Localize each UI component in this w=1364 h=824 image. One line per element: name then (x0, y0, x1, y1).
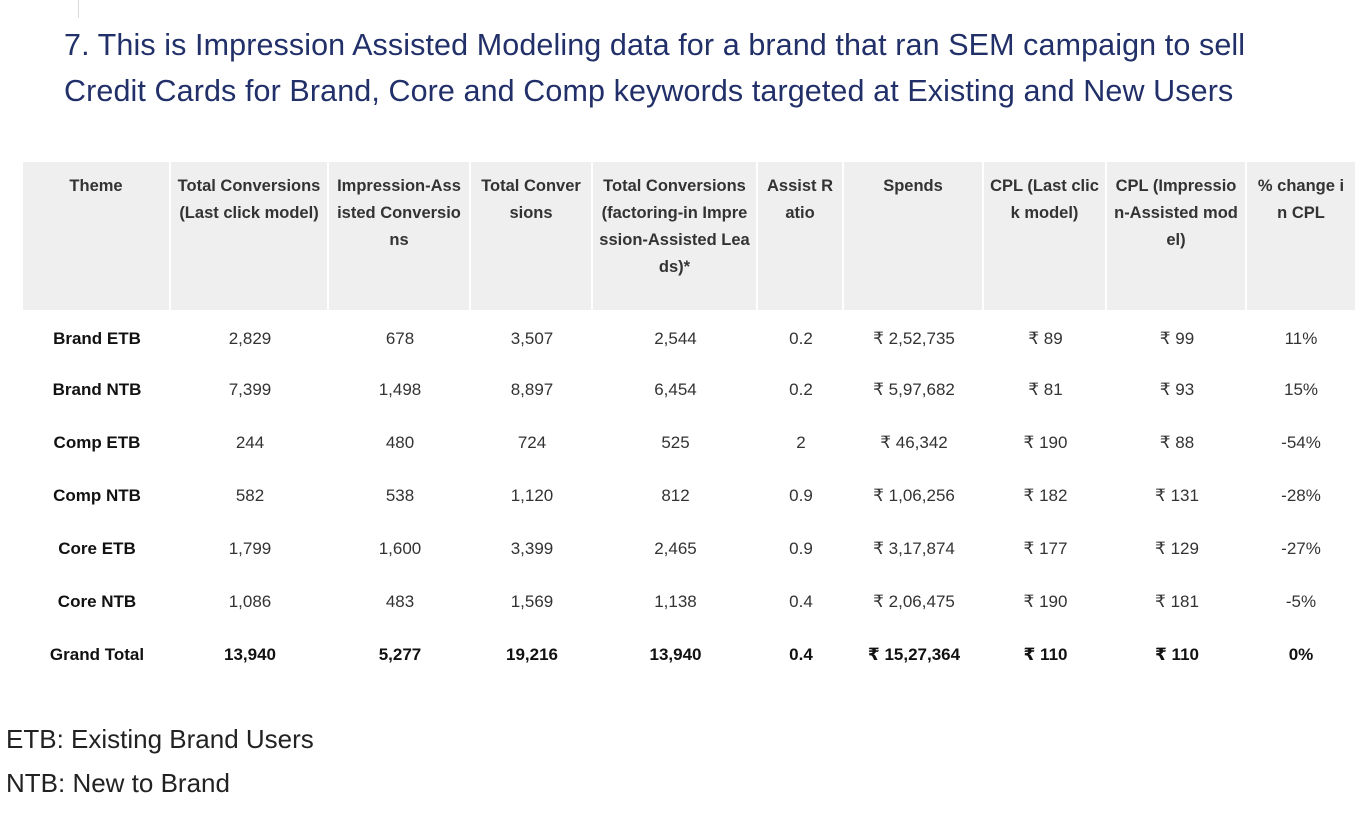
cell: ₹ 110 (1155, 644, 1199, 664)
cell: ₹ 177 (1023, 538, 1068, 558)
cell: ₹ 99 (1159, 328, 1195, 348)
cell: -54% (1281, 432, 1321, 452)
cell: 0.2 (789, 328, 813, 348)
cell: 5,277 (378, 644, 422, 664)
cell: ₹ 129 (1155, 538, 1199, 558)
cell: ₹ 190 (1023, 432, 1068, 452)
cell: -28% (1281, 485, 1321, 505)
cell-theme: Brand NTB (52, 379, 142, 399)
cell: ₹ 3,17,874 (873, 538, 955, 558)
col-header-total-conversions-last-click: Total Conversions (Last click model) (171, 162, 329, 310)
cell: 13,940 (224, 644, 276, 664)
cell: 0% (1288, 644, 1314, 664)
cell: 1,799 (228, 538, 272, 558)
table-header-row: Theme Total Conversions (Last click mode… (23, 162, 1355, 310)
cell: ₹ 88 (1159, 432, 1195, 452)
cell: 678 (385, 328, 415, 348)
legend-ntb: NTB: New to Brand (6, 768, 230, 798)
heading-line-1: 7. This is Impression Assisted Modeling … (64, 28, 1246, 62)
cell-theme: Comp ETB (53, 432, 141, 452)
cell: 538 (385, 485, 415, 505)
col-header-cpl-last-click: CPL (Last click model) (984, 162, 1107, 310)
cell: 0.9 (789, 538, 813, 558)
cell: -27% (1281, 538, 1321, 558)
table-row: Brand ETB 2,829 678 3,507 2,544 0.2 ₹ 2,… (23, 310, 1355, 363)
cell: ₹ 15,27,364 (867, 644, 961, 664)
cell: 2,829 (228, 328, 272, 348)
cell: 19,216 (506, 644, 558, 664)
cell-theme: Core NTB (57, 591, 137, 611)
cell: 8,897 (510, 379, 554, 399)
cell-theme: Comp NTB (53, 485, 141, 505)
cell: ₹ 5,97,682 (873, 379, 955, 399)
cell: ₹ 89 (1028, 328, 1063, 348)
table-row: Brand NTB 7,399 1,498 8,897 6,454 0.2 ₹ … (23, 363, 1355, 416)
col-header-total-conversions-factoring: Total Conversions (factoring-in Impressi… (593, 162, 758, 310)
cell: 724 (517, 432, 547, 452)
table-row: Comp NTB 582 538 1,120 812 0.9 ₹ 1,06,25… (23, 469, 1355, 522)
grand-total-row: Grand Total 13,940 5,277 19,216 13,940 0… (23, 628, 1355, 681)
cell: 525 (661, 432, 690, 452)
cell: 15% (1283, 379, 1319, 399)
cell: 1,086 (228, 591, 272, 611)
cell: ₹ 110 (1023, 644, 1068, 664)
cell: 0.2 (789, 379, 813, 399)
col-header-spends: Spends (844, 162, 984, 310)
cell: 11% (1284, 328, 1318, 348)
cell: ₹ 181 (1155, 591, 1199, 611)
cell: 812 (661, 485, 690, 505)
cell: ₹ 81 (1028, 379, 1063, 399)
cell: ₹ 93 (1159, 379, 1195, 399)
cell-theme: Core ETB (58, 538, 136, 558)
cell: ₹ 2,06,475 (873, 591, 955, 611)
cell: ₹ 46,342 (880, 432, 948, 452)
cell: 483 (385, 591, 415, 611)
cell: 7,399 (228, 379, 272, 399)
cell: 2 (796, 432, 806, 452)
cell: 1,138 (654, 591, 697, 611)
legend-etb: ETB: Existing Brand Users (6, 724, 314, 754)
table-row: Comp ETB 244 480 724 525 2 ₹ 46,342 ₹ 19… (23, 416, 1355, 469)
cell: 582 (235, 485, 265, 505)
cell: 2,465 (654, 538, 697, 558)
cell: ₹ 182 (1023, 485, 1068, 505)
col-header-cpl-impression-assisted: CPL (Impression-Assisted model) (1107, 162, 1247, 310)
cell: 0.4 (789, 591, 813, 611)
table-row: Core NTB 1,086 483 1,569 1,138 0.4 ₹ 2,0… (23, 575, 1355, 628)
cell: 2,544 (654, 328, 697, 348)
col-header-total-conversions: Total Conversions (471, 162, 593, 310)
cell-theme: Grand Total (49, 644, 145, 664)
cell: 1,498 (378, 379, 422, 399)
left-divider-line (78, 0, 79, 18)
cell: 6,454 (654, 379, 697, 399)
cell: 480 (385, 432, 415, 452)
cell: -5% (1285, 591, 1317, 611)
page-heading: 7. This is Impression Assisted Modeling … (64, 22, 1359, 114)
cell: 3,399 (510, 538, 554, 558)
table-row: Core ETB 1,799 1,600 3,399 2,465 0.9 ₹ 3… (23, 522, 1355, 575)
cell: 0.4 (789, 644, 813, 664)
cell-theme: Brand ETB (53, 328, 141, 348)
col-header-impression-assisted: Impression-Assisted Conversions (329, 162, 471, 310)
col-header-pct-change-cpl: % change in CPL (1247, 162, 1355, 310)
cell: 1,569 (510, 591, 554, 611)
col-header-assist-ratio: Assist Ratio (758, 162, 844, 310)
cell: 1,120 (510, 485, 554, 505)
cell: 0.9 (789, 485, 813, 505)
col-header-theme: Theme (23, 162, 171, 310)
cell: ₹ 1,06,256 (873, 485, 955, 505)
cell: 3,507 (510, 328, 554, 348)
cell: 13,940 (649, 644, 702, 664)
cell: 244 (235, 432, 265, 452)
cell: ₹ 2,52,735 (873, 328, 955, 348)
cell: ₹ 190 (1023, 591, 1068, 611)
heading-line-2: Credit Cards for Brand, Core and Comp ke… (64, 74, 1234, 108)
cell: ₹ 131 (1155, 485, 1199, 505)
impression-assisted-table: Theme Total Conversions (Last click mode… (23, 162, 1355, 681)
cell: 1,600 (378, 538, 422, 558)
